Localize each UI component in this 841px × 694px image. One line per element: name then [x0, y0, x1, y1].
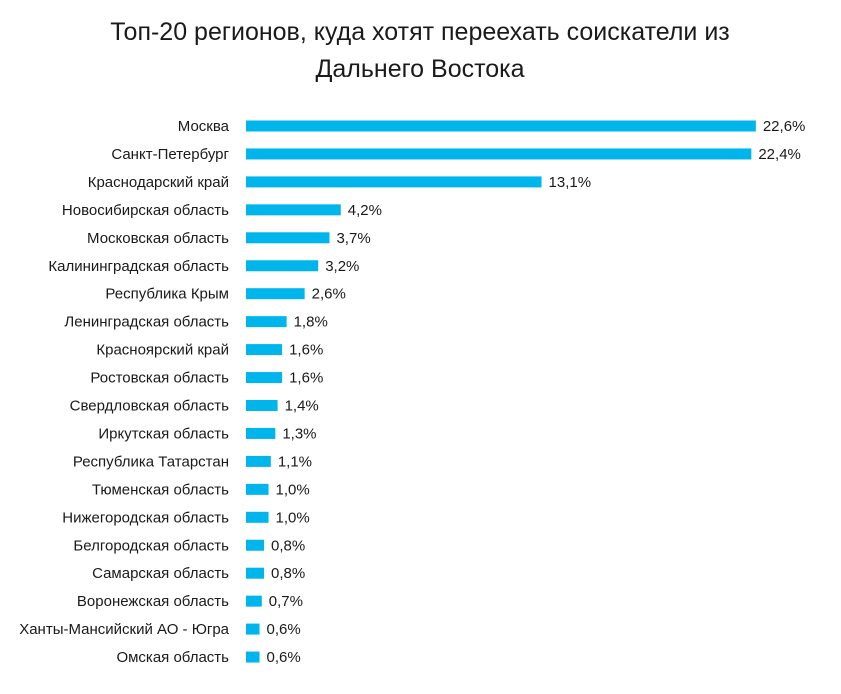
value-label: 22,6% — [763, 118, 806, 135]
value-label: 0,6% — [267, 621, 301, 638]
bar — [246, 427, 276, 439]
category-label: Краснодарский край — [88, 174, 229, 191]
value-label: 13,1% — [549, 174, 592, 191]
value-label: 3,2% — [325, 258, 359, 275]
category-label: Республика Татарстан — [73, 453, 229, 470]
value-label: 1,4% — [285, 398, 319, 415]
bar — [246, 539, 265, 551]
category-label: Самарская область — [92, 565, 229, 582]
bar — [246, 260, 319, 272]
category-label: Иркутская область — [98, 425, 229, 442]
category-label: Ростовская область — [90, 370, 229, 387]
value-label: 1,6% — [289, 342, 323, 359]
value-label: 1,8% — [294, 314, 328, 331]
category-label: Нижегородская область — [62, 509, 229, 526]
category-label: Омская область — [116, 649, 229, 666]
value-label: 4,2% — [348, 202, 382, 219]
bar — [246, 623, 260, 635]
value-label: 1,6% — [289, 370, 323, 387]
category-label: Ленинградская область — [64, 314, 229, 331]
bar — [246, 232, 330, 244]
bar — [246, 120, 756, 132]
category-label: Ханты-Мансийский АО - Югра — [19, 621, 229, 638]
bar — [246, 595, 262, 607]
value-label: 1,0% — [276, 509, 310, 526]
bar — [246, 455, 271, 467]
value-label: 0,8% — [271, 565, 305, 582]
category-label: Калининградская область — [48, 258, 229, 275]
bar — [246, 344, 283, 356]
bar — [246, 204, 341, 216]
bar — [246, 567, 265, 579]
value-label: 1,1% — [278, 453, 312, 470]
category-label: Красноярский край — [96, 342, 229, 359]
category-label: Республика Крым — [105, 286, 229, 303]
category-label: Воронежская область — [77, 593, 229, 610]
value-label: 22,4% — [758, 146, 801, 163]
category-label: Свердловская область — [70, 398, 230, 415]
category-label: Москва — [178, 118, 230, 135]
bar — [246, 511, 269, 523]
bar — [246, 316, 287, 328]
value-label: 0,8% — [271, 537, 305, 554]
chart-title-line-1: Топ-20 регионов, куда хотят переехать со… — [110, 18, 730, 46]
category-label: Московская область — [87, 230, 229, 247]
category-label: Тюменская область — [92, 481, 229, 498]
bar — [246, 148, 752, 160]
bar — [246, 400, 278, 411]
bar — [246, 176, 542, 188]
category-label: Белгородская область — [73, 537, 229, 554]
value-label: 1,3% — [282, 425, 316, 442]
bars-group: Москва 22,6% Санкт-Петербург 22,4% Краснодар… — [19, 118, 805, 666]
category-label: Санкт-Петербург — [111, 146, 229, 163]
value-label: 3,7% — [336, 230, 370, 247]
bar — [246, 651, 260, 663]
category-label: Новосибирская область — [62, 202, 229, 219]
value-label: 1,0% — [276, 481, 310, 498]
bar — [246, 288, 305, 300]
value-label: 0,7% — [269, 593, 303, 610]
chart-title-line-2: Дальнего Востока — [315, 55, 524, 83]
value-label: 0,6% — [267, 649, 301, 666]
bar — [246, 483, 269, 495]
bar — [246, 372, 283, 384]
value-label: 2,6% — [312, 286, 346, 303]
